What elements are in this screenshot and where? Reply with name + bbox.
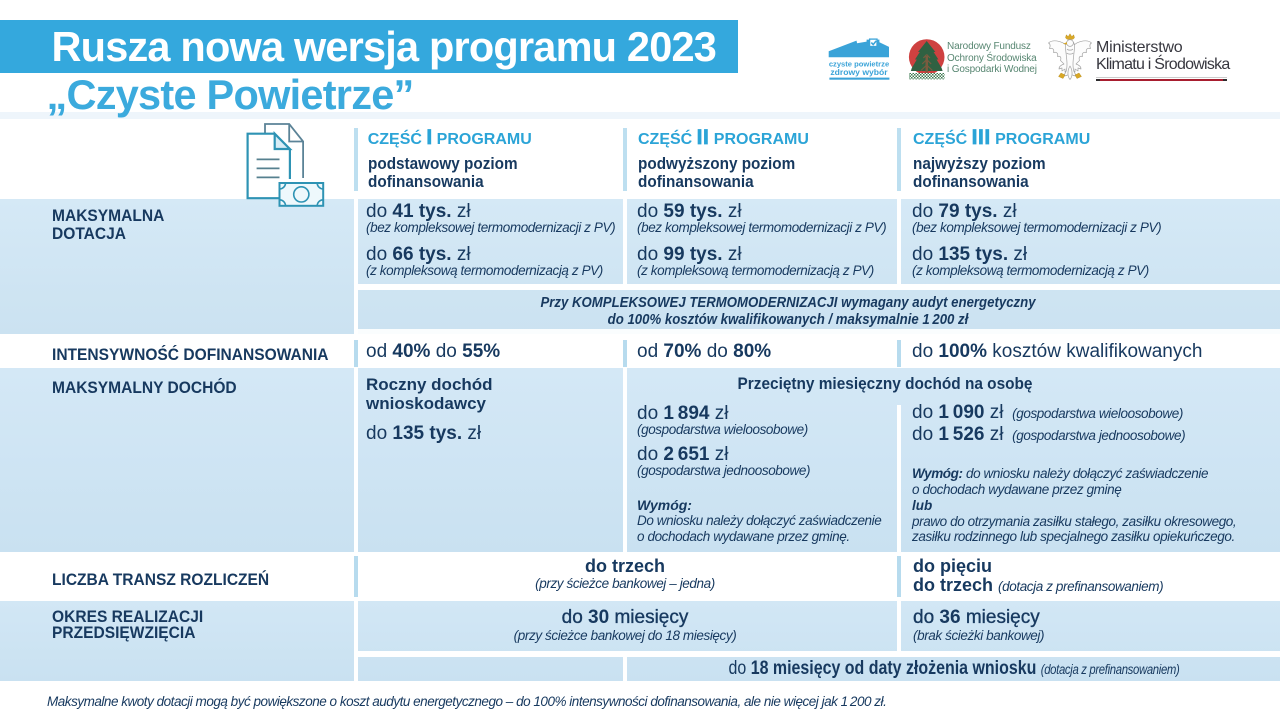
svg-text:zdrowy wybór: zdrowy wybór xyxy=(830,67,888,77)
svg-text:czyste powietrze: czyste powietrze xyxy=(829,59,889,68)
